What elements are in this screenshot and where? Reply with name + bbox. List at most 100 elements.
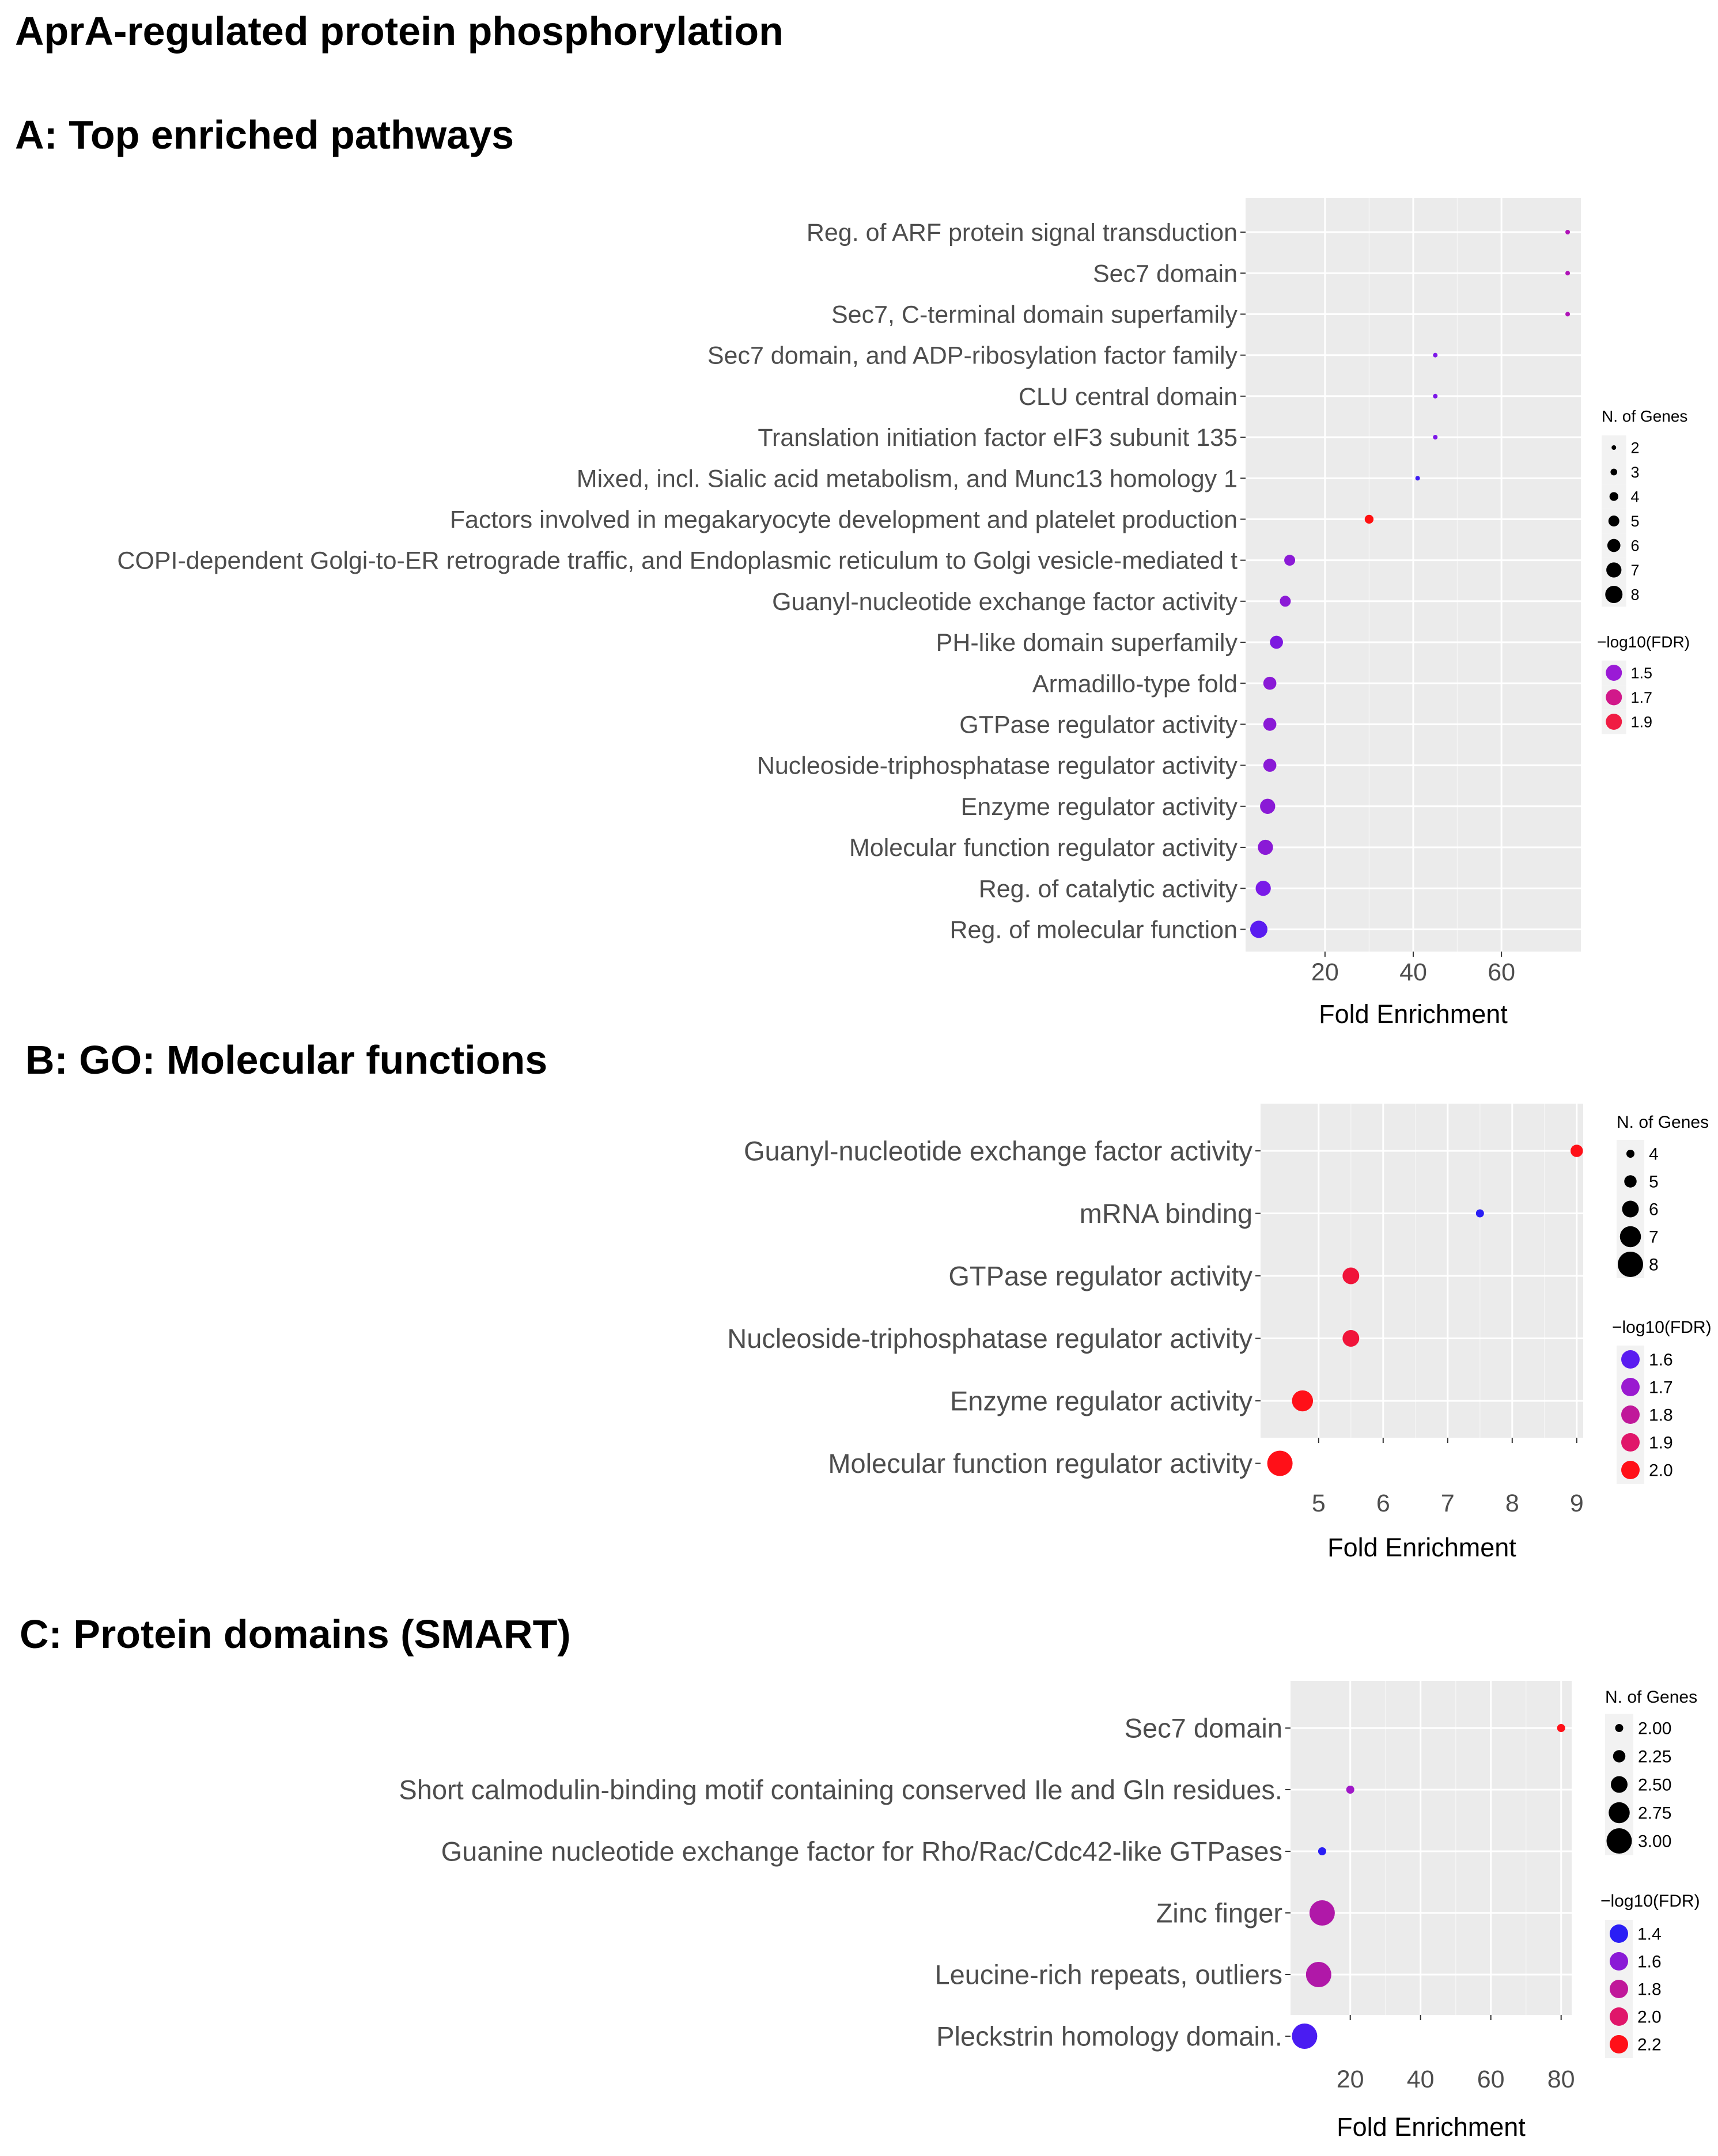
size-legend-dot: [1613, 1750, 1626, 1763]
category-label: Nucleoside-triphosphatase regulator acti…: [757, 752, 1238, 780]
color-legend-label: 1.6: [1649, 1351, 1673, 1370]
plot-panel: [1291, 1681, 1572, 2015]
size-legend-dot: [1606, 562, 1622, 578]
x-tick-label: 40: [1399, 958, 1427, 986]
data-point: [1565, 312, 1571, 317]
color-legend-label: 1.8: [1637, 1980, 1662, 1999]
category-label: Reg. of catalytic activity: [979, 875, 1238, 903]
color-legend-title: −log10(FDR): [1600, 1892, 1700, 1911]
data-point: [1250, 920, 1267, 938]
color-legend-label: 1.9: [1631, 713, 1653, 730]
color-legend-label: 1.9: [1649, 1434, 1673, 1453]
data-point: [1433, 353, 1438, 358]
size-legend-dot: [1610, 468, 1618, 476]
size-legend-label: 6: [1649, 1200, 1659, 1219]
category-label: Sec7, C-terminal domain superfamily: [831, 301, 1238, 328]
data-point: [1557, 1724, 1565, 1732]
color-legend-dot: [1610, 2007, 1628, 2026]
x-tick-label: 40: [1407, 2066, 1435, 2093]
color-legend-label: 1.4: [1637, 1925, 1662, 1944]
x-tick-label: 5: [1312, 1490, 1326, 1517]
data-point: [1267, 1450, 1293, 1476]
data-point: [1309, 1900, 1335, 1926]
color-legend-label: 2.0: [1637, 2008, 1662, 2027]
size-legend-dot: [1607, 539, 1621, 552]
data-point: [1565, 230, 1571, 234]
data-point: [1255, 881, 1271, 896]
size-legend-dot: [1615, 1724, 1624, 1732]
chart-c: 20 40 60 80 Sec7 domain Short calmodulin-bind…: [399, 1681, 1700, 2142]
x-tick-label: 9: [1570, 1490, 1584, 1517]
category-label: Enzyme regulator activity: [950, 1385, 1253, 1416]
size-legend-dot: [1605, 586, 1623, 603]
x-axis-title: Fold Enrichment: [1319, 999, 1508, 1029]
color-legend-label: 1.8: [1649, 1406, 1673, 1425]
color-legend-dot: [1606, 689, 1622, 706]
plot-panel: [1261, 1104, 1583, 1438]
data-point: [1571, 1145, 1583, 1157]
color-legend-dot: [1606, 714, 1622, 730]
x-tick-label: 20: [1337, 2066, 1364, 2093]
data-point: [1433, 435, 1438, 439]
data-point: [1415, 476, 1420, 481]
size-legend-label: 8: [1631, 586, 1640, 603]
data-point: [1280, 596, 1291, 607]
chart-title-a: A: Top enriched pathways: [15, 112, 514, 157]
chart-a: 20 40 60 Reg. of ARF protein signal transdu…: [117, 198, 1690, 1029]
size-legend-label: 8: [1649, 1256, 1659, 1275]
size-legend-dot: [1611, 445, 1617, 450]
category-label: Guanyl-nucleotide exchange factor activi…: [744, 1135, 1253, 1166]
size-legend-dot: [1609, 1802, 1630, 1824]
category-label: GTPase regulator activity: [948, 1260, 1252, 1291]
data-point: [1346, 1786, 1354, 1794]
size-legend-label: 5: [1649, 1173, 1659, 1192]
x-tick-label: 7: [1441, 1490, 1455, 1517]
color-legend-dot: [1610, 1980, 1628, 1998]
data-point: [1342, 1267, 1360, 1284]
chart-b: 5 6 7 8 9 Guanyl-nucleotide exchange factor a…: [727, 1104, 1712, 1562]
size-legend-dot: [1608, 516, 1619, 526]
color-legend-label: 1.7: [1631, 689, 1653, 706]
category-label: Short calmodulin-binding motif containin…: [399, 1774, 1282, 1805]
size-legend-title: N. of Genes: [1602, 407, 1687, 425]
category-label: COPI-dependent Golgi-to-ER retrograde tr…: [117, 547, 1238, 575]
size-legend-dot: [1606, 1828, 1632, 1854]
size-legend-label: 4: [1649, 1145, 1659, 1164]
category-label: Leucine-rich repeats, outliers: [935, 1959, 1282, 1990]
size-legend-label: 2.00: [1638, 1719, 1671, 1738]
category-label: Guanyl-nucleotide exchange factor activi…: [772, 588, 1238, 616]
category-label: CLU central domain: [1019, 383, 1238, 411]
category-label: PH-like domain superfamily: [936, 629, 1238, 657]
size-legend-dot: [1622, 1200, 1639, 1218]
color-legend-label: 1.7: [1649, 1378, 1673, 1397]
category-label: Reg. of molecular function: [949, 916, 1238, 944]
color-legend-dot: [1621, 1433, 1640, 1452]
data-point: [1364, 514, 1374, 524]
data-point: [1318, 1847, 1326, 1855]
size-legend-label: 7: [1649, 1228, 1659, 1247]
size-legend-label: 3: [1631, 464, 1640, 481]
size-legend-dot: [1619, 1226, 1641, 1248]
size-legend-label: 2: [1631, 439, 1640, 456]
data-point: [1565, 271, 1571, 276]
data-point: [1270, 635, 1283, 649]
category-label: Armadillo-type fold: [1032, 670, 1238, 698]
data-point: [1305, 1962, 1331, 1987]
category-label: Nucleoside-triphosphatase regulator acti…: [727, 1323, 1252, 1354]
size-legend-label: 7: [1631, 562, 1640, 579]
size-legend-label: 2.25: [1638, 1748, 1671, 1767]
x-tick-label: 60: [1477, 2066, 1505, 2093]
size-legend-label: 2.50: [1638, 1776, 1671, 1795]
color-legend-dot: [1606, 665, 1622, 681]
color-legend-dot: [1621, 1461, 1640, 1479]
size-legend-label: 4: [1631, 488, 1640, 505]
category-label: Molecular function regulator activity: [849, 834, 1238, 862]
category-label: Sec7 domain, and ADP-ribosylation factor…: [707, 342, 1238, 370]
x-axis-title: Fold Enrichment: [1337, 2112, 1526, 2142]
size-legend-title: N. of Genes: [1617, 1113, 1709, 1132]
data-point: [1263, 676, 1277, 690]
x-tick-label: 60: [1488, 958, 1515, 986]
category-label: Molecular function regulator activity: [828, 1448, 1252, 1479]
data-point: [1263, 759, 1277, 772]
category-label: Mixed, incl. Sialic acid metabolism, and…: [577, 465, 1238, 492]
